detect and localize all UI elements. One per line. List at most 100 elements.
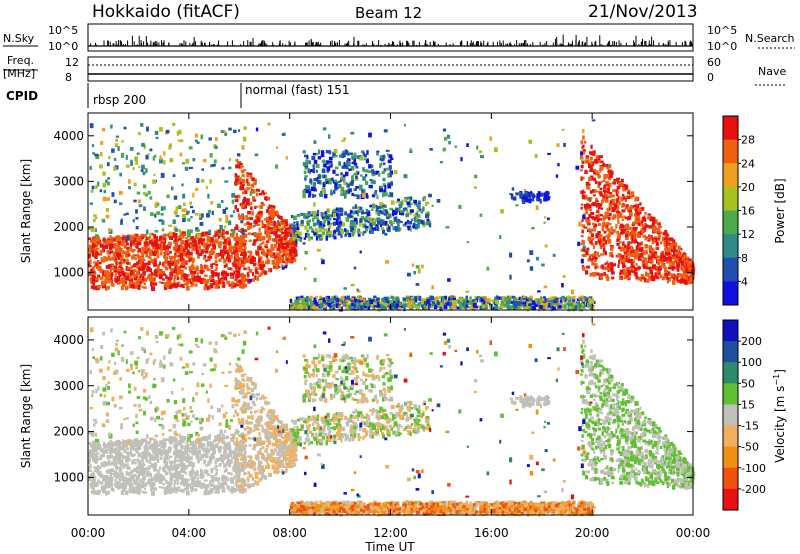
power-cell (344, 162, 348, 165)
power-cell (581, 295, 586, 300)
power-cell (644, 211, 647, 215)
power-cell (627, 216, 632, 220)
power-cell (369, 226, 372, 231)
power-cell (170, 276, 173, 280)
power-cell (322, 306, 327, 310)
power-cell (190, 270, 194, 275)
power-cell (526, 259, 530, 263)
power-cell (629, 194, 633, 199)
power-cell (630, 245, 633, 251)
power-cell (306, 233, 310, 238)
power-cell (123, 245, 127, 249)
power-cell (292, 239, 296, 243)
power-cell (654, 251, 658, 255)
power-cell (275, 210, 279, 216)
power-cell (181, 213, 186, 218)
power-cell (290, 247, 295, 252)
power-cell (335, 218, 339, 223)
power-cell (308, 188, 312, 192)
power-cell (93, 244, 97, 248)
power-cell (134, 254, 137, 257)
power-cell (160, 241, 164, 244)
power-cell (183, 251, 187, 257)
power-cell (178, 129, 182, 135)
power-cell (264, 245, 269, 249)
nsky-tick-high: 10^5 (48, 24, 78, 37)
power-cell (176, 276, 180, 280)
power-cell (119, 172, 123, 177)
power-cell (482, 304, 486, 309)
power-cell (547, 152, 551, 155)
power-cell (294, 225, 298, 228)
power-cell (578, 296, 581, 300)
power-cell (183, 282, 188, 286)
power-cell (262, 252, 266, 256)
power-cell (651, 248, 655, 253)
power-cell (159, 261, 162, 266)
power-cell (281, 258, 285, 263)
power-cell (333, 304, 336, 307)
power-cell (483, 295, 487, 299)
power-cell (315, 169, 318, 173)
power-cell (285, 244, 290, 248)
power-cell (246, 272, 250, 276)
power-cell (235, 256, 238, 260)
power-cell (109, 269, 113, 273)
power-cell (590, 211, 595, 216)
power-cell (632, 194, 635, 197)
power-cell (131, 283, 136, 289)
power-cell (255, 205, 259, 208)
power-cell (677, 245, 681, 251)
power-cell (153, 263, 157, 267)
power-cell (381, 229, 385, 235)
power-cell (188, 266, 193, 271)
power-cell (179, 253, 184, 258)
power-cell (580, 176, 583, 181)
power-cell (390, 223, 393, 227)
power-cell (587, 186, 591, 190)
power-cell (199, 238, 204, 242)
power-cell (319, 233, 324, 239)
power-cell (112, 283, 115, 287)
power-cell (412, 222, 416, 228)
power-cell (141, 258, 146, 262)
power-cell (584, 296, 587, 302)
power-cell (473, 186, 477, 189)
power-cell (182, 278, 187, 282)
power-cell (248, 222, 253, 226)
power-cell (534, 154, 538, 158)
power-cell (342, 174, 346, 178)
power-cell (513, 297, 517, 301)
power-cell (302, 302, 305, 306)
power-cell (89, 260, 92, 264)
power-cell (303, 216, 307, 219)
power-cell (517, 301, 521, 306)
power-cell (344, 230, 349, 235)
power-cell (374, 218, 377, 223)
power-cell (328, 162, 332, 166)
power-cell (386, 303, 389, 306)
power-cell (542, 305, 545, 311)
power-cell (478, 150, 483, 153)
power-cell (351, 192, 354, 196)
power-cell (350, 165, 355, 171)
power-cell (369, 184, 373, 189)
power-cell (349, 215, 354, 219)
power-cell (130, 247, 133, 253)
power-cell (139, 263, 142, 268)
power-cell (153, 173, 156, 176)
power-cell (249, 191, 253, 196)
power-cell (625, 236, 629, 240)
power-cell (125, 262, 130, 265)
power-cell (324, 180, 327, 184)
power-cell (363, 192, 368, 196)
power-cell (237, 213, 241, 218)
power-cell (326, 169, 330, 173)
power-cell (489, 304, 492, 308)
power-cell (214, 230, 218, 234)
power-cell (616, 242, 620, 246)
power-cell (486, 298, 491, 303)
power-cell (382, 154, 386, 159)
power-cell (194, 246, 197, 251)
power-cell (662, 260, 666, 263)
